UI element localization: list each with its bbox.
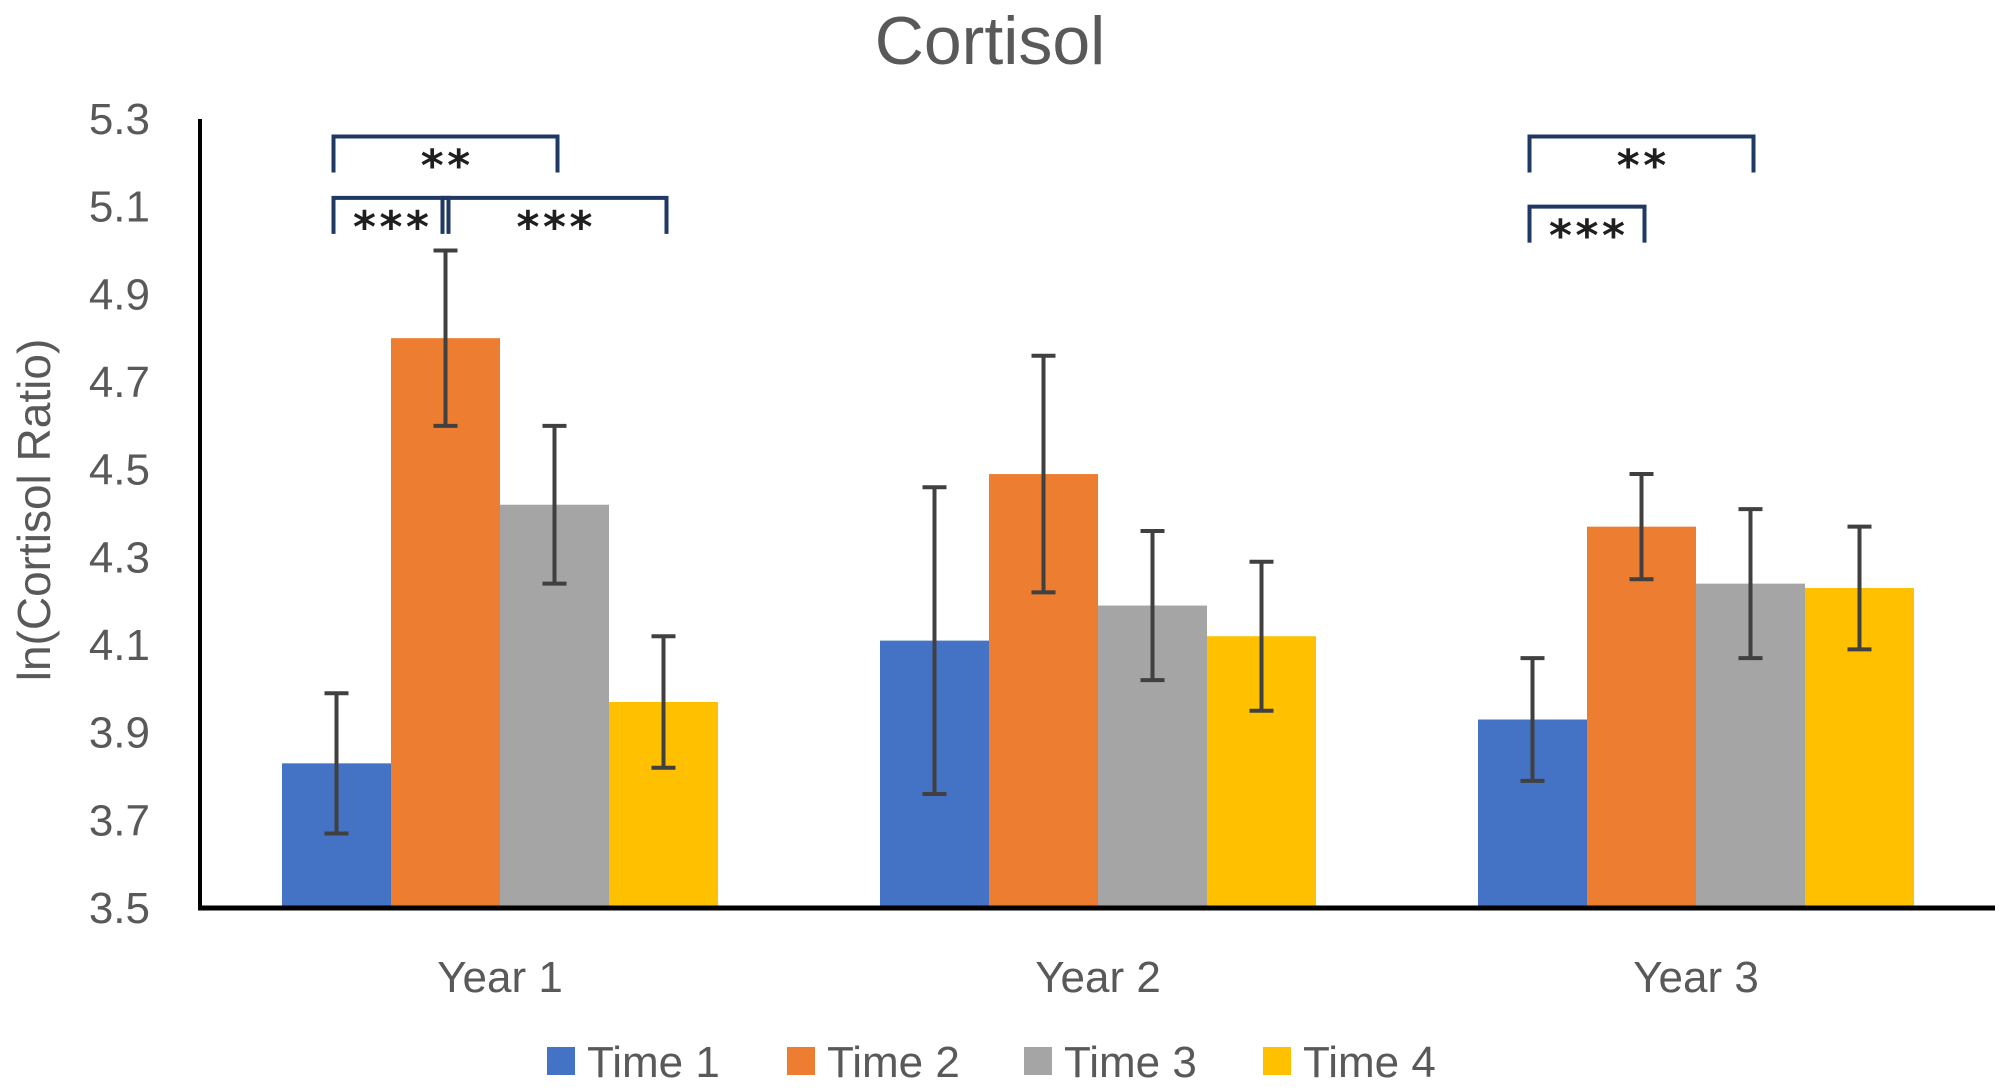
significance-label: **	[419, 141, 472, 192]
y-tick-label: 3.7	[89, 796, 150, 845]
bar	[391, 338, 500, 909]
significance-bracket: **	[331, 134, 560, 192]
legend-swatch	[1024, 1047, 1052, 1075]
significance-label: ***	[351, 202, 430, 253]
significance-bracket-line	[1527, 134, 1756, 173]
error-bar	[1629, 472, 1654, 582]
legend: Time 1 Time 2 Time 3 Time 4	[547, 1038, 1436, 1087]
significance-bracket: ***	[1527, 204, 1647, 262]
legend-item: Time 4	[1263, 1038, 1436, 1087]
plot-area: 3.5 3.7 3.9 4.1 4.3 4.5 4.7 4.9 5.1 5.3 Year 1 Year…	[89, 95, 1995, 1002]
error-bar	[1738, 507, 1763, 661]
y-tick-label: 4.5	[89, 446, 150, 495]
bar	[1587, 526, 1696, 908]
chart-title: Cortisol	[875, 3, 1106, 79]
significance-label: ***	[515, 202, 594, 253]
significance-bracket-line	[331, 134, 560, 173]
y-tick-label: 4.1	[89, 621, 150, 670]
error-bar	[1031, 353, 1056, 595]
legend-item: Time 3	[1024, 1038, 1197, 1087]
y-axis-label: ln(Cortisol Ratio)	[8, 339, 60, 682]
significance-bracket-line	[331, 195, 451, 234]
significance-bracket: ***	[331, 195, 451, 253]
legend-swatch	[787, 1047, 815, 1075]
significance-label: **	[1615, 141, 1668, 192]
legend-item: Time 1	[547, 1038, 720, 1087]
y-tick-label: 3.5	[89, 884, 150, 933]
error-bar	[922, 485, 947, 797]
legend-swatch	[547, 1047, 575, 1075]
y-tick-label: 4.9	[89, 270, 150, 319]
legend-label: Time 1	[587, 1038, 720, 1087]
y-tick-label: 5.1	[89, 183, 150, 232]
y-tick-label: 4.7	[89, 358, 150, 407]
legend-label: Time 2	[827, 1038, 960, 1087]
y-tick-label: 5.3	[89, 95, 150, 144]
error-bar	[1249, 559, 1274, 713]
y-tick-label: 3.9	[89, 709, 150, 758]
error-bar	[542, 423, 567, 586]
significance-bracket-line	[1527, 204, 1647, 243]
significance-bracket: ***	[440, 195, 669, 253]
significance-bracket-line	[440, 195, 669, 234]
legend-label: Time 4	[1303, 1038, 1436, 1087]
error-bar	[324, 691, 349, 836]
x-category-label: Year 1	[437, 953, 563, 1002]
error-bar	[1140, 529, 1165, 683]
legend-label: Time 3	[1064, 1038, 1197, 1087]
significance-label: ***	[1547, 211, 1626, 262]
error-bar	[1847, 524, 1872, 652]
error-bar	[433, 248, 458, 428]
x-category-label: Year 3	[1633, 953, 1759, 1002]
significance-bracket: **	[1527, 134, 1756, 192]
legend-swatch	[1263, 1047, 1291, 1075]
x-category-label: Year 2	[1035, 953, 1161, 1002]
y-tick-label: 4.3	[89, 533, 150, 582]
legend-item: Time 2	[787, 1038, 960, 1087]
error-bar	[651, 634, 676, 770]
error-bar	[1520, 656, 1545, 783]
